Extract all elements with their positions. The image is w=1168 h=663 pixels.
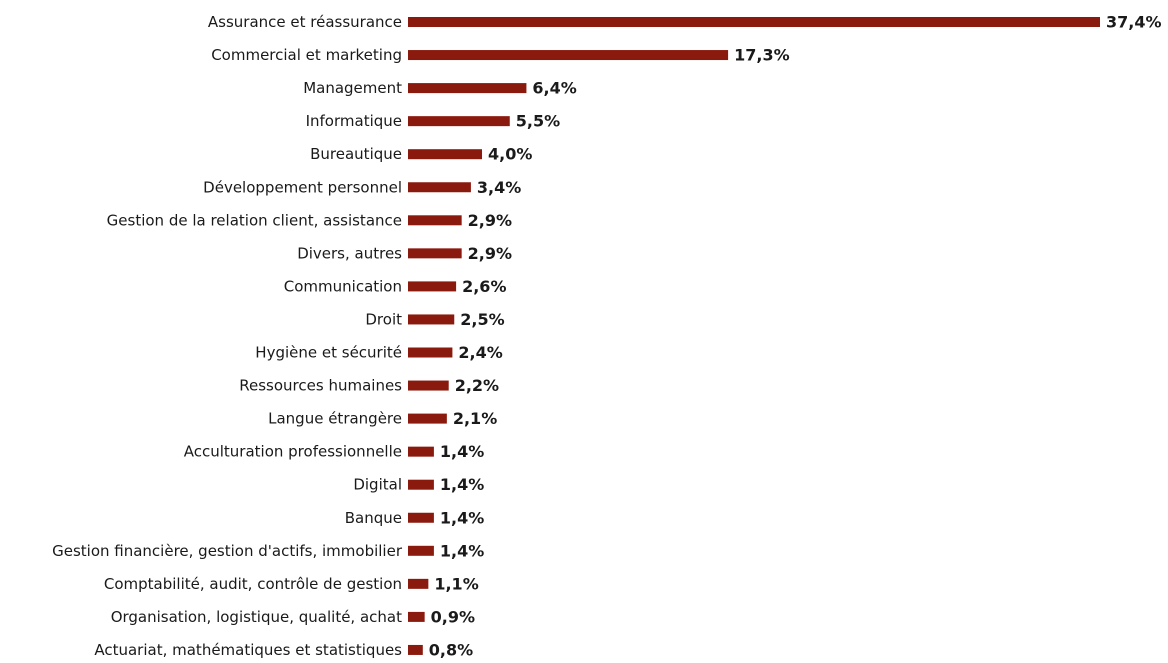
category-label: Gestion de la relation client, assistanc… [107, 211, 402, 229]
bars-layer [408, 17, 1100, 655]
category-label: Divers, autres [297, 244, 402, 262]
category-labels: Assurance et réassurance Commercial et ma… [52, 13, 403, 659]
bar [408, 149, 483, 160]
bar [408, 215, 462, 226]
category-label: Actuariat, mathématiques et statistiques [94, 641, 402, 659]
value-label: 2,6% [462, 277, 506, 296]
bar [408, 83, 527, 94]
value-label: 1,4% [440, 508, 484, 527]
category-label: Comptabilité, audit, contrôle de gestion [104, 575, 402, 593]
value-label: 6,4% [532, 79, 576, 98]
value-label: 2,1% [453, 409, 497, 428]
value-label: 2,2% [455, 376, 499, 395]
value-label: 17,3% [734, 46, 790, 65]
bar [408, 644, 423, 655]
bar [408, 446, 434, 457]
category-label: Communication [284, 277, 402, 295]
bar [408, 17, 1100, 27]
bar [408, 479, 434, 490]
bar [408, 413, 447, 424]
category-label: Digital [353, 476, 402, 494]
bar [408, 578, 429, 589]
category-label: Bureautique [310, 145, 402, 163]
category-label: Langue étrangère [268, 410, 402, 428]
bar [408, 380, 449, 391]
category-label: Acculturation professionnelle [184, 443, 402, 461]
bar [408, 50, 729, 61]
category-label: Commercial et marketing [211, 46, 402, 64]
bar [408, 545, 434, 556]
bar [408, 314, 455, 325]
bar [408, 248, 462, 259]
bar [408, 512, 434, 523]
category-label: Hygiène et sécurité [255, 344, 402, 362]
value-label: 37,4% [1106, 13, 1162, 32]
value-labels: 37,4% 17,3% 6,4% 5,5% 4,0% 3,4% 2,9% 2,9% 2,6% 2,… [429, 13, 1162, 660]
value-label: 3,4% [477, 178, 521, 197]
value-label: 2,5% [460, 310, 504, 329]
value-label: 4,0% [488, 145, 532, 164]
value-label: 2,9% [468, 244, 512, 263]
category-label: Développement personnel [203, 178, 402, 196]
value-label: 2,9% [468, 211, 512, 230]
category-label: Informatique [306, 112, 402, 130]
value-label: 0,8% [429, 640, 473, 659]
value-label: 0,9% [431, 607, 475, 626]
value-label: 2,4% [458, 343, 502, 362]
category-label: Organisation, logistique, qualité, achat [111, 608, 402, 626]
bar [408, 281, 457, 292]
category-label: Ressources humaines [239, 377, 402, 395]
value-label: 1,4% [440, 541, 484, 560]
category-label: Gestion financière, gestion d'actifs, im… [52, 542, 403, 560]
bar [408, 347, 453, 358]
category-label: Droit [365, 310, 402, 328]
value-label: 1,4% [440, 442, 484, 461]
category-label: Banque [345, 509, 402, 527]
bar [408, 116, 510, 127]
category-label: Management [303, 79, 402, 97]
value-label: 1,4% [440, 475, 484, 494]
value-label: 5,5% [516, 112, 560, 131]
bar [408, 611, 425, 622]
bar [408, 182, 471, 193]
value-label: 1,1% [434, 574, 478, 593]
category-label: Assurance et réassurance [208, 13, 402, 31]
